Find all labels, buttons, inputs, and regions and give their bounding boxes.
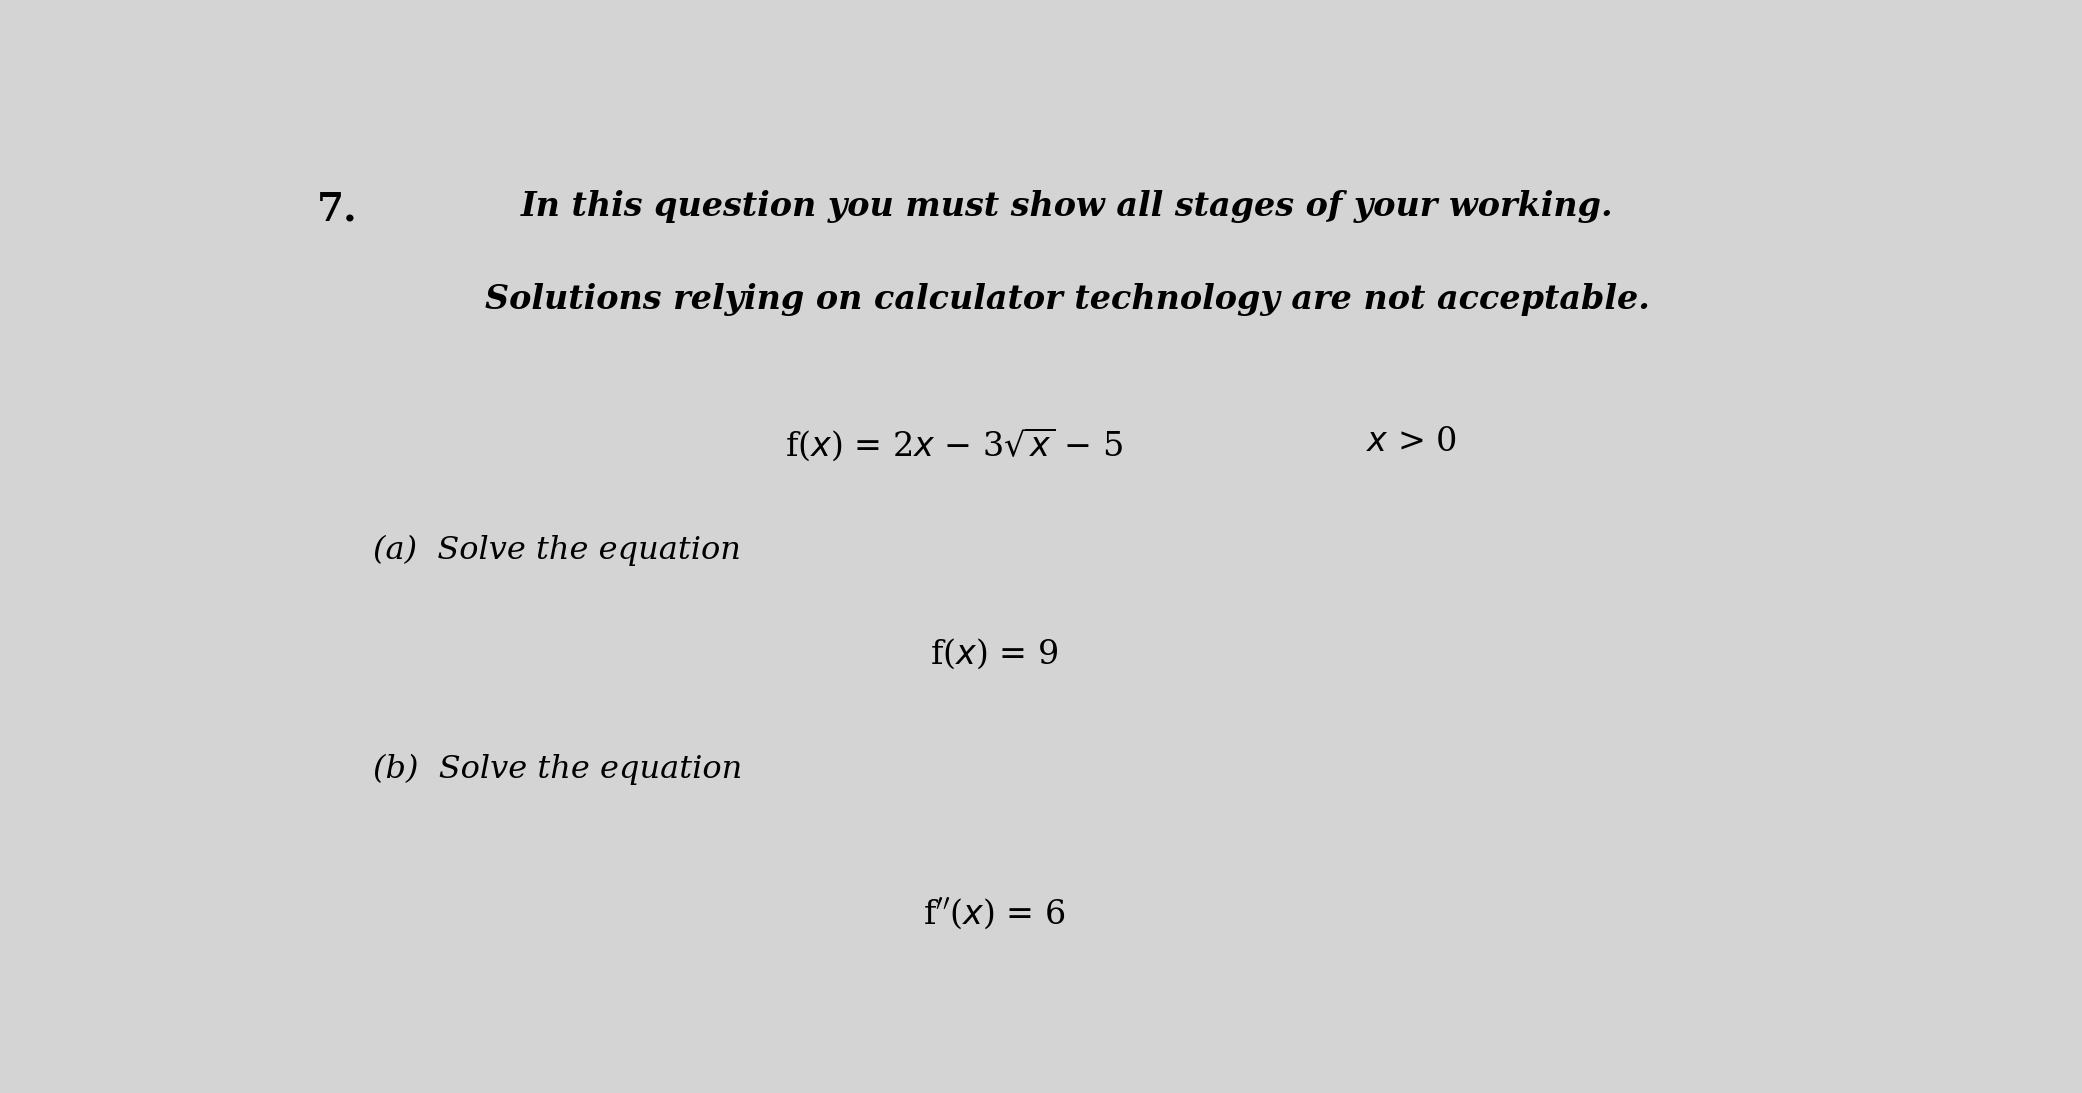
Text: (a)  Solve the equation: (a) Solve the equation: [373, 536, 741, 566]
Text: 7.: 7.: [316, 190, 358, 228]
Text: (b)  Solve the equation: (b) Solve the equation: [373, 754, 743, 785]
Text: f($x$) = 2$x$ $-$ 3$\sqrt{x}$ $-$ 5: f($x$) = 2$x$ $-$ 3$\sqrt{x}$ $-$ 5: [785, 425, 1122, 463]
Text: f($x$) = 9: f($x$) = 9: [931, 636, 1058, 671]
Text: f$''$($x$) = 6: f$''$($x$) = 6: [922, 897, 1066, 932]
Text: $x$ > 0: $x$ > 0: [1366, 425, 1457, 458]
Text: Solutions relying on calculator technology are not acceptable.: Solutions relying on calculator technolo…: [485, 283, 1649, 316]
Text: In this question you must show all stages of your working.: In this question you must show all stage…: [520, 190, 1614, 223]
